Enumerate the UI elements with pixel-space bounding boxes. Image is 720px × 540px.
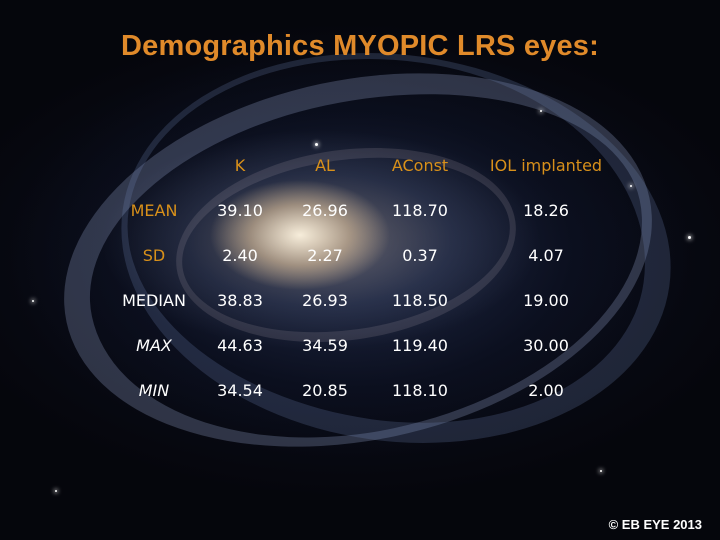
- row-label-mean: MEAN: [130, 201, 178, 220]
- table-row-max: MAX 44.63 34.59 119.40 30.00: [110, 323, 620, 368]
- cell-max-iol: 30.00: [523, 336, 569, 355]
- cell-sd-k: 2.40: [222, 246, 258, 265]
- table-row-min: MIN 34.54 20.85 118.10 2.00: [110, 368, 620, 413]
- cell-min-iol: 2.00: [528, 381, 564, 400]
- star: [55, 490, 57, 492]
- star: [630, 185, 632, 187]
- table-row-mean: MEAN 39.10 26.96 118.70 18.26: [110, 188, 620, 233]
- star: [688, 236, 691, 239]
- star: [540, 110, 542, 112]
- cell-mean-aconst: 118.70: [392, 201, 448, 220]
- header-corner: [110, 143, 198, 188]
- row-label-median: MEDIAN: [122, 291, 186, 310]
- row-label-max: MAX: [136, 336, 172, 355]
- star: [315, 143, 318, 146]
- cell-min-aconst: 118.10: [392, 381, 448, 400]
- demographics-table: K AL AConst IOL implanted MEAN 39.10 26.…: [110, 143, 620, 413]
- row-label-sd: SD: [142, 246, 166, 265]
- header-al: AL: [315, 156, 335, 175]
- cell-min-al: 20.85: [302, 381, 348, 400]
- cell-max-aconst: 119.40: [392, 336, 448, 355]
- cell-median-k: 38.83: [217, 291, 263, 310]
- star: [32, 300, 34, 302]
- cell-median-aconst: 118.50: [392, 291, 448, 310]
- cell-min-k: 34.54: [217, 381, 263, 400]
- copyright-notice: © EB EYE 2013: [608, 517, 702, 532]
- header-iol-implanted: IOL implanted: [489, 156, 603, 175]
- cell-median-iol: 19.00: [523, 291, 569, 310]
- star: [600, 470, 602, 472]
- cell-mean-iol: 18.26: [523, 201, 569, 220]
- cell-max-al: 34.59: [302, 336, 348, 355]
- row-label-min: MIN: [138, 381, 170, 400]
- cell-sd-iol: 4.07: [528, 246, 564, 265]
- table-row-sd: SD 2.40 2.27 0.37 4.07: [110, 233, 620, 278]
- cell-mean-al: 26.96: [302, 201, 348, 220]
- header-k: K: [234, 156, 246, 175]
- table-row-median: MEDIAN 38.83 26.93 118.50 19.00: [110, 278, 620, 323]
- cell-mean-k: 39.10: [217, 201, 263, 220]
- slide-title: Demographics MYOPIC LRS eyes:: [121, 30, 599, 62]
- cell-sd-al: 2.27: [307, 246, 343, 265]
- cell-median-al: 26.93: [302, 291, 348, 310]
- table-header-row: K AL AConst IOL implanted: [110, 143, 620, 188]
- cell-sd-aconst: 0.37: [402, 246, 438, 265]
- header-aconst: AConst: [391, 156, 449, 175]
- cell-max-k: 44.63: [217, 336, 263, 355]
